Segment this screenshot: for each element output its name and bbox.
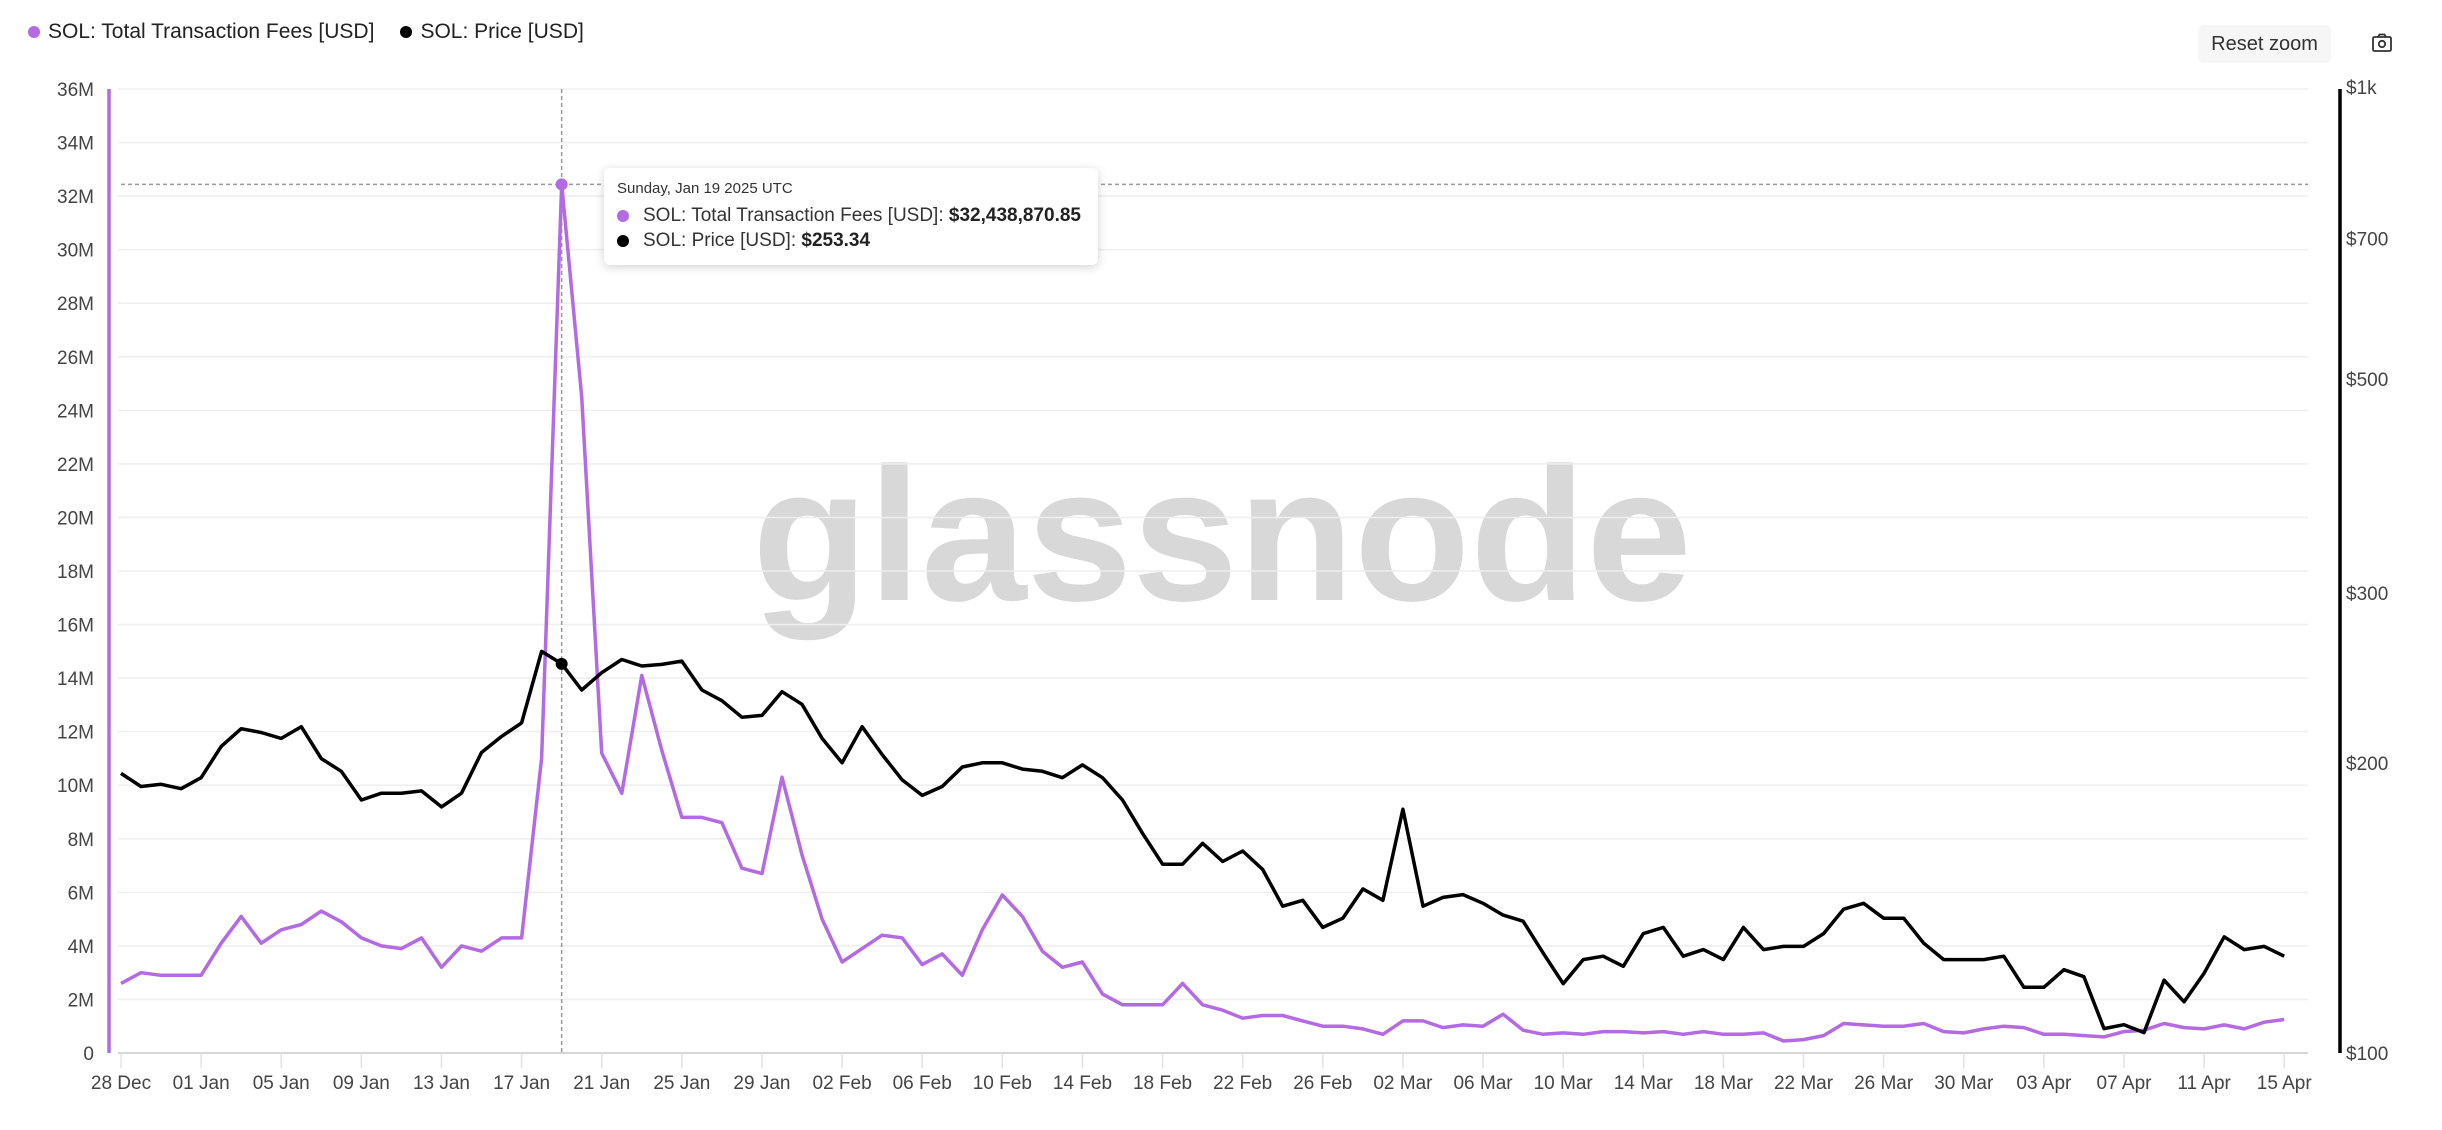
x-tick-label: 03 Apr	[2016, 1073, 2072, 1094]
x-tick-label: 02 Feb	[813, 1073, 872, 1094]
y-tick-label-left: 14M	[57, 669, 94, 690]
tooltip: Sunday, Jan 19 2025 UTC SOL: Total Trans…	[604, 168, 1098, 265]
x-tick-label: 01 Jan	[173, 1073, 230, 1094]
chart-legend: SOL: Total Transaction Fees [USD] SOL: P…	[28, 20, 584, 44]
x-tick-label: 06 Mar	[1453, 1073, 1513, 1094]
x-tick-label: 07 Apr	[2097, 1073, 2153, 1094]
x-tick-label: 18 Mar	[1694, 1073, 1754, 1094]
x-tick-label: 26 Mar	[1854, 1073, 1914, 1094]
y-tick-label-left: 4M	[68, 937, 94, 958]
y-tick-label-left: 6M	[68, 883, 94, 904]
x-tick-label: 13 Jan	[413, 1073, 470, 1094]
x-tick-label: 29 Jan	[733, 1073, 790, 1094]
legend-label-fees: SOL: Total Transaction Fees [USD]	[48, 20, 375, 43]
x-tick-label: 09 Jan	[333, 1073, 390, 1094]
legend-dot-price	[400, 26, 413, 38]
y-tick-label-left: 16M	[57, 616, 94, 637]
x-tick-label: 02 Mar	[1373, 1073, 1433, 1094]
y-tick-label-right: $100	[2346, 1044, 2388, 1065]
x-tick-label: 26 Feb	[1293, 1073, 1352, 1094]
reset-zoom-button[interactable]: Reset zoom	[2198, 25, 2331, 63]
x-tick-label: 22 Mar	[1774, 1073, 1834, 1094]
y-tick-label-left: 24M	[57, 401, 94, 422]
legend-item-fees[interactable]: SOL: Total Transaction Fees [USD]	[28, 20, 374, 44]
price-line	[120, 649, 2285, 1035]
x-tick-label: 15 Apr	[2257, 1073, 2313, 1094]
y-tick-label-right: $500	[2346, 370, 2388, 391]
tooltip-row-fees: SOL: Total Transaction Fees [USD]: $32,4…	[617, 203, 1085, 228]
x-tick-label: 17 Jan	[493, 1073, 550, 1094]
y-tick-label-right: $1k	[2346, 78, 2377, 99]
x-tick-label: 14 Feb	[1053, 1073, 1112, 1094]
x-tick-label: 25 Jan	[653, 1073, 710, 1094]
y-tick-label-left: 18M	[57, 562, 94, 583]
y-tick-label-right: $200	[2346, 754, 2388, 775]
x-tick-label: 11 Apr	[2177, 1073, 2231, 1094]
x-tick-label: 14 Mar	[1614, 1073, 1674, 1094]
fees-highlight-point	[555, 178, 568, 191]
fees-line	[120, 182, 2285, 1043]
legend-dot-fees	[28, 26, 40, 38]
price-highlight-point	[555, 657, 568, 670]
tooltip-dot-price	[617, 234, 629, 247]
y-tick-label-left: 0	[83, 1044, 94, 1065]
y-tick-label-left: 32M	[57, 187, 94, 208]
y-tick-label-left: 10M	[57, 776, 94, 797]
y-tick-label-left: 20M	[57, 508, 94, 529]
y-tick-label-left: 8M	[68, 830, 94, 851]
x-tick-label: 10 Mar	[1534, 1073, 1594, 1094]
y-tick-label-left: 30M	[57, 241, 94, 262]
tooltip-date: Sunday, Jan 19 2025 UTC	[617, 180, 793, 197]
x-tick-label: 06 Feb	[893, 1073, 952, 1094]
x-tick-label: 28 Dec	[91, 1073, 151, 1094]
x-tick-label: 10 Feb	[973, 1073, 1032, 1094]
tooltip-label-price: SOL: Price [USD]:	[643, 230, 797, 251]
x-tick-label: 21 Jan	[573, 1073, 630, 1094]
y-tick-label-left: 34M	[57, 134, 94, 155]
y-tick-label-right: $700	[2346, 229, 2388, 250]
tooltip-value-fees: $32,438,870.85	[948, 205, 1081, 226]
y-tick-label-left: 36M	[57, 80, 94, 101]
tooltip-row-price: SOL: Price [USD]: $253.34	[617, 228, 1085, 253]
glassnode-watermark: glassnode	[752, 429, 1692, 641]
y-tick-label-left: 22M	[57, 455, 94, 476]
tooltip-dot-fees	[617, 209, 629, 222]
camera-icon[interactable]	[2370, 31, 2394, 55]
y-tick-label-left: 2M	[68, 990, 94, 1011]
x-tick-label: 22 Feb	[1213, 1073, 1272, 1094]
x-tick-label: 05 Jan	[253, 1073, 310, 1094]
legend-label-price: SOL: Price [USD]	[420, 20, 584, 43]
x-tick-label: 30 Mar	[1934, 1073, 1994, 1094]
y-tick-label-left: 26M	[57, 348, 94, 369]
y-tick-label-right: $300	[2346, 584, 2388, 605]
x-tick-label: 18 Feb	[1133, 1073, 1192, 1094]
legend-item-price[interactable]: SOL: Price [USD]	[400, 20, 584, 44]
tooltip-value-price: $253.34	[801, 230, 871, 251]
y-tick-label-left: 28M	[57, 294, 94, 315]
tooltip-label-fees: SOL: Total Transaction Fees [USD]:	[643, 205, 944, 226]
y-tick-label-left: 12M	[57, 723, 94, 744]
